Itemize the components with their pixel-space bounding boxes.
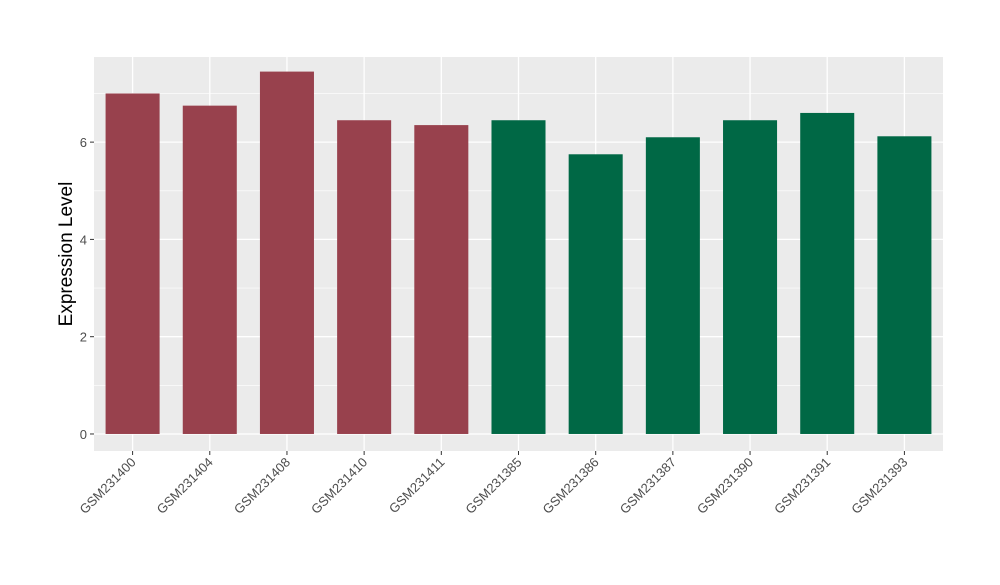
y-tick-label: 6 [80,135,87,150]
y-axis-label: Expression Level [56,182,77,327]
bar-GSM231386 [568,154,623,434]
x-tick-label: GSM231411 [386,455,448,517]
x-tick-label: GSM231410 [308,455,370,517]
x-tick-label: GSM231393 [848,455,910,517]
bar-GSM231400 [105,93,160,434]
bar-GSM231408 [259,71,314,434]
x-tick-label: GSM231404 [154,455,216,517]
y-axis: 0 2 4 6 [80,135,94,442]
bar-GSM231391 [800,112,855,434]
bar-GSM231411 [414,125,469,434]
x-axis: GSM231400 GSM231404 GSM231408 GSM231410 GSM2… [76,451,911,517]
bar-GSM231390 [723,120,778,434]
x-tick-label: GSM231386 [540,455,602,517]
x-tick-label: GSM231391 [771,455,833,517]
x-tick-label: GSM231408 [231,455,293,517]
x-tick-label: GSM231385 [462,455,524,517]
bar-GSM231387 [645,137,700,434]
bar-GSM231393 [877,136,932,434]
x-tick-label: GSM231390 [694,455,756,517]
x-tick-label: GSM231400 [76,455,138,517]
y-tick-label: 2 [80,330,87,345]
bars [105,71,932,434]
bar-GSM231410 [337,120,392,434]
y-tick-label: 0 [80,427,87,442]
y-tick-label: 4 [80,232,87,247]
bar-GSM231385 [491,120,546,434]
bar-GSM231404 [182,105,237,434]
x-tick-label: GSM231387 [617,455,679,517]
